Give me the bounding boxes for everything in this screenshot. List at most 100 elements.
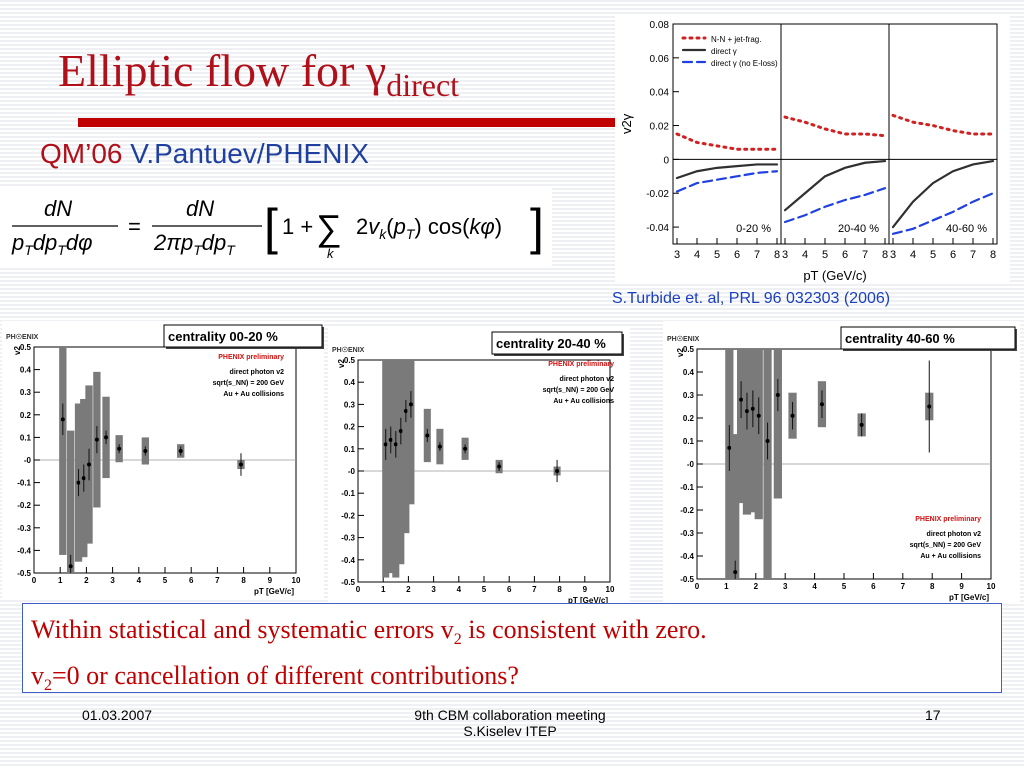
data-point bbox=[76, 480, 81, 485]
sys-error-box bbox=[407, 360, 415, 505]
formula-equals: = bbox=[128, 214, 141, 239]
ytick-label: -0.3 bbox=[17, 524, 31, 533]
theory-panel-label: 40-60 % bbox=[946, 223, 987, 235]
sys-error-box bbox=[736, 349, 746, 504]
xtick-label: 4 bbox=[812, 582, 817, 591]
conclusion-line-1: Within statistical and systematic errors… bbox=[31, 615, 707, 649]
annotation-line: Au + Au collisions bbox=[223, 391, 284, 398]
ytick-label: -0.3 bbox=[680, 529, 694, 538]
ytick-label: -0.2 bbox=[680, 506, 694, 515]
data-point bbox=[393, 442, 398, 447]
theory-series-line bbox=[675, 163, 779, 180]
ytick-label: 0.4 bbox=[344, 378, 356, 387]
data-point bbox=[398, 429, 403, 434]
xtick-label: 10 bbox=[292, 576, 301, 585]
sys-error-box bbox=[763, 349, 772, 579]
theory-ytick-label: 0.02 bbox=[650, 122, 670, 133]
data-point bbox=[117, 446, 122, 451]
theory-xtick-label: 5 bbox=[930, 249, 936, 261]
sys-error-box bbox=[773, 349, 782, 499]
formula-one: 1 + bbox=[282, 214, 313, 239]
formula-term: 2vk(pT) cos(kφ) bbox=[356, 214, 502, 242]
theory-series-line bbox=[891, 192, 995, 235]
xtick-label: 10 bbox=[606, 585, 615, 594]
ytick-label: -0 bbox=[687, 460, 695, 469]
data-point bbox=[143, 448, 148, 453]
ytick-label: 0.5 bbox=[20, 343, 32, 352]
xlabel: pT [GeV/c] bbox=[568, 596, 608, 604]
theory-xtick-label: 4 bbox=[910, 249, 916, 261]
xtick-label: 6 bbox=[507, 585, 512, 594]
xtick-label: 2 bbox=[754, 582, 759, 591]
phenix-panel-20-40: -0.5 -0.4 -0.3 -0.2 -0.1 -0 0.1 0.2 0.3 0.4 0.5 0 1 2… bbox=[328, 328, 630, 605]
data-point bbox=[94, 437, 99, 442]
footer-meeting: 9th CBM collaboration meeting S.Kiselev I… bbox=[380, 707, 640, 739]
data-point bbox=[739, 397, 744, 402]
phenix-panel-40-60: -0.5 -0.4 -0.3 -0.2 -0.1 -0 0.1 0.2 0.3 0.4 0.5 0 1 2… bbox=[663, 321, 1020, 603]
xtick-label: 3 bbox=[783, 582, 788, 591]
xtick-label: 9 bbox=[959, 582, 964, 591]
xtick-label: 0 bbox=[695, 582, 700, 591]
theory-xtick-label: 6 bbox=[950, 249, 956, 261]
phenix-logo: PH☉ENIX bbox=[6, 333, 39, 341]
data-point bbox=[555, 469, 560, 473]
sys-error-box bbox=[731, 434, 740, 579]
sys-error-box bbox=[59, 347, 67, 555]
theory-legend-label: direct γ (no E-loss) bbox=[711, 59, 778, 68]
ytick-label: -0.4 bbox=[680, 552, 694, 561]
ytick-label: 0.3 bbox=[683, 391, 695, 400]
theory-ytick-label: -0.04 bbox=[646, 223, 669, 234]
centrality-title: centrality 40-60 % bbox=[845, 331, 955, 346]
data-point bbox=[727, 445, 732, 450]
theory-xtick-label: 6 bbox=[734, 249, 740, 261]
data-point bbox=[744, 409, 749, 414]
footer-meeting-title: 9th CBM collaboration meeting bbox=[414, 707, 606, 723]
subtitle-author: V.Pantuev/PHENIX bbox=[130, 138, 369, 169]
xtick-label: 7 bbox=[901, 582, 906, 591]
annotation-line: direct photon v2 bbox=[927, 531, 982, 538]
theory-series-line bbox=[675, 170, 779, 193]
xtick-label: 6 bbox=[189, 576, 194, 585]
annotation-line: sqrt(s_NN) = 200 GeV bbox=[910, 542, 982, 549]
data-point bbox=[238, 462, 243, 467]
xtick-label: 9 bbox=[583, 585, 588, 594]
theory-ytick-label: 0.04 bbox=[650, 88, 670, 99]
xtick-label: 8 bbox=[241, 576, 246, 585]
formula-lhs-denominator: pTdpTdφ bbox=[11, 230, 92, 258]
data-point bbox=[756, 413, 761, 418]
phenix-preliminary-label: PHENIX preliminary bbox=[548, 361, 614, 368]
ytick-label: 0.1 bbox=[20, 433, 32, 442]
ytick-label: 0.5 bbox=[683, 345, 695, 354]
ylabel: v2 bbox=[13, 346, 22, 355]
theory-xtick-label: 7 bbox=[754, 249, 760, 261]
ytick-label: 0.2 bbox=[683, 414, 695, 423]
data-point bbox=[463, 446, 468, 451]
data-point bbox=[60, 417, 65, 422]
xtick-label: 0 bbox=[356, 585, 361, 594]
theory-frame bbox=[672, 23, 998, 245]
xtick-label: 5 bbox=[482, 585, 487, 594]
theory-ytick-label: 0.08 bbox=[650, 20, 670, 31]
theory-series-line bbox=[783, 115, 887, 138]
title-main: Elliptic flow for γ bbox=[58, 45, 387, 96]
xtick-label: 1 bbox=[381, 585, 386, 594]
xtick-label: 5 bbox=[842, 582, 847, 591]
annotation-line: direct photon v2 bbox=[230, 369, 285, 376]
data-point bbox=[819, 402, 824, 407]
theory-chart: -0.04 -0.02 0 0.02 0.04 0.06 0.08 v2γ pT (GeV/c)… bbox=[615, 14, 1010, 284]
theory-panel-label: 0-20 % bbox=[736, 223, 771, 235]
data-point bbox=[790, 413, 795, 418]
theory-citation: S.Turbide et. al, PRL 96 032303 (2006) bbox=[612, 290, 891, 307]
ytick-label: 0.2 bbox=[344, 423, 356, 432]
flow-formula: dN pTdpTdφ = dN 2πpTdpT [ 1 + ∑ k 2vk(pT… bbox=[0, 186, 552, 266]
title-box-frame bbox=[491, 331, 623, 355]
ylabel: v2 bbox=[676, 348, 685, 357]
sys-error-box bbox=[754, 349, 763, 520]
centrality-title-box: centrality 40-60 % bbox=[840, 326, 1017, 351]
formula-sum-index: k bbox=[327, 246, 335, 261]
theory-xtick-label: 4 bbox=[802, 249, 808, 261]
formula-rhs-denominator: 2πpTdpT bbox=[153, 230, 236, 258]
subtitle-conference: QM’06 bbox=[40, 138, 123, 169]
centrality-title-box: centrality 20-40 % bbox=[491, 331, 624, 356]
theory-xtick-label: 4 bbox=[694, 249, 700, 261]
